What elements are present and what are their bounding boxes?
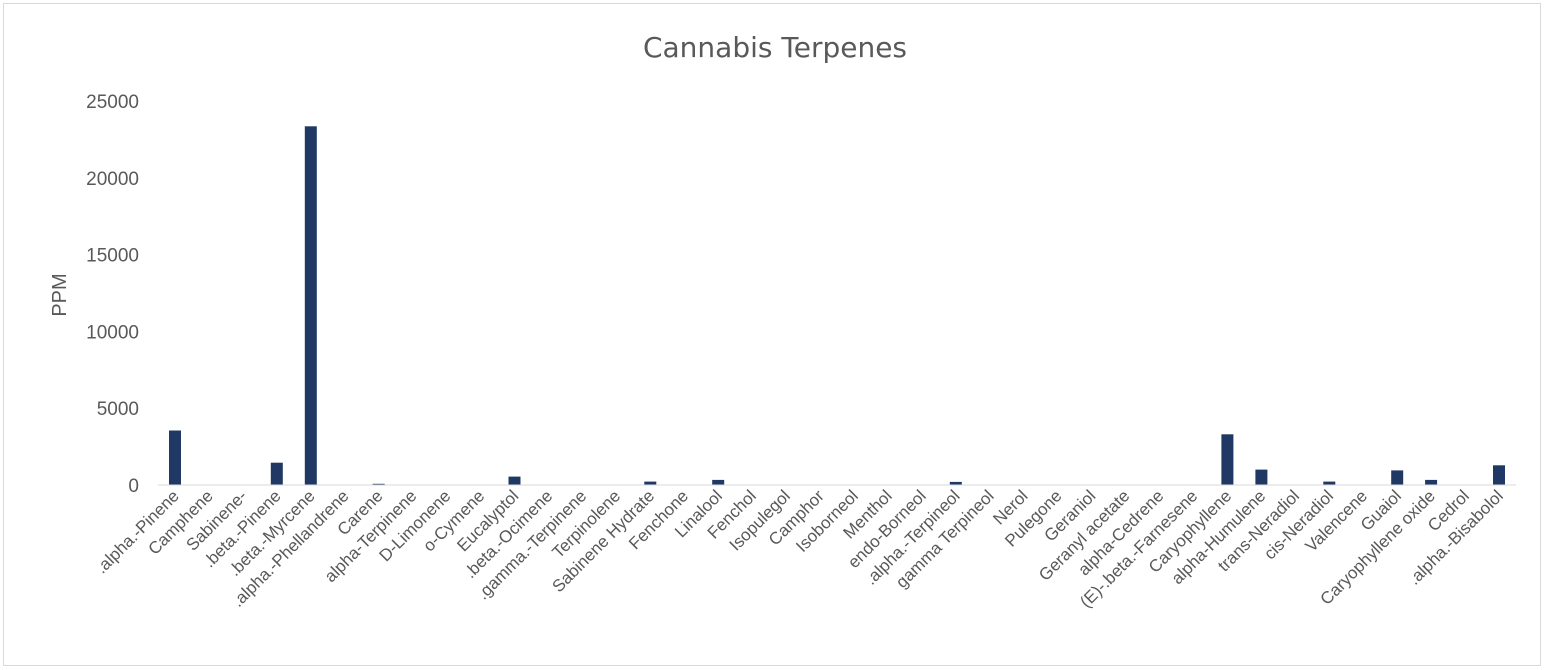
bar (1323, 481, 1336, 485)
bar (169, 430, 181, 485)
bar (1221, 434, 1234, 485)
y-axis-ticks: 0 5000 10000 15000 20000 25000 (86, 92, 139, 497)
bar-chart: Cannabis Terpenes PPM 0 5000 10000 15000 200… (49, 31, 1516, 611)
y-axis-label: PPM (49, 273, 71, 316)
bar (1425, 479, 1438, 485)
bars (169, 126, 1505, 486)
y-tick-label: 15000 (86, 246, 139, 267)
y-tick-label: 20000 (86, 169, 139, 190)
bar (644, 481, 657, 485)
y-tick-label: 5000 (97, 399, 139, 420)
bar (949, 481, 962, 485)
chart-frame: Cannabis Terpenes PPM 0 5000 10000 15000 200… (3, 3, 1541, 666)
y-tick-label: 0 (128, 476, 139, 497)
bar (712, 479, 725, 485)
bar (1255, 469, 1268, 485)
y-tick-label: 10000 (86, 322, 139, 343)
chart-title: Cannabis Terpenes (643, 31, 907, 64)
y-tick-label: 25000 (86, 92, 139, 113)
x-axis-ticks: .alpha.-PineneCampheneSabinene-.beta.-Pi… (92, 486, 1507, 611)
bar (304, 126, 317, 486)
bar (1493, 465, 1505, 485)
bar (1391, 470, 1404, 485)
bar (270, 462, 283, 485)
bar (508, 476, 521, 485)
